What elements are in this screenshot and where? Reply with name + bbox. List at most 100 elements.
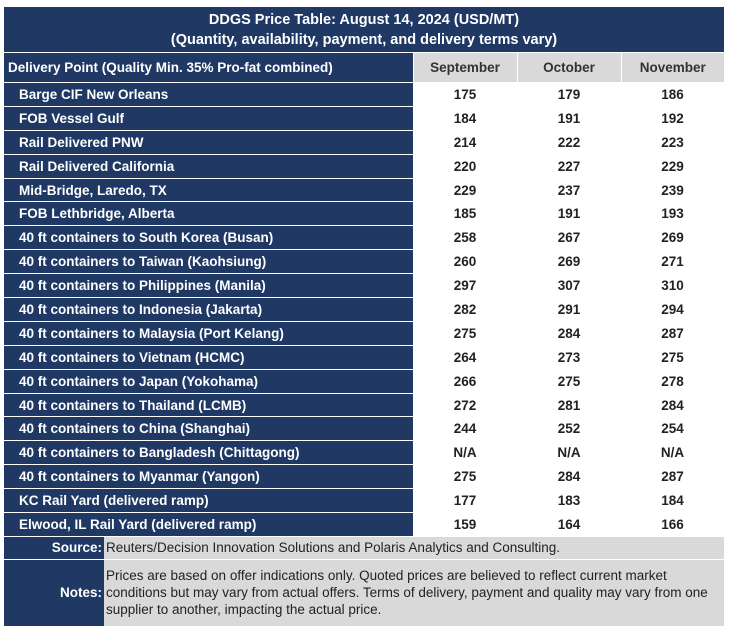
price-cell-november: 229 xyxy=(621,154,724,179)
price-cell-september: 258 xyxy=(413,225,517,251)
delivery-point-cell: Mid-Bridge, Laredo, TX xyxy=(4,178,413,203)
price-cell-september: 214 xyxy=(413,130,517,155)
price-cell-november: 192 xyxy=(621,106,724,131)
price-cell-november: 269 xyxy=(621,225,724,251)
price-cell-october: 284 xyxy=(517,464,621,490)
table-row: Elwood, IL Rail Yard (delivered ramp) 159… xyxy=(4,512,724,537)
price-cell-september: 175 xyxy=(413,82,517,107)
table-row: 40 ft containers to South Korea (Busan) 2… xyxy=(4,225,724,251)
price-cell-november: 193 xyxy=(621,201,724,227)
table-row: 40 ft containers to Thailand (LCMB) 272 28… xyxy=(4,393,724,418)
title-line-2: (Quantity, availability, payment, and de… xyxy=(170,31,558,48)
price-cell-september: 266 xyxy=(413,369,517,394)
price-cell-november: 284 xyxy=(621,393,724,418)
table-row: 40 ft containers to Taiwan (Kaohsiung) 26… xyxy=(4,249,724,275)
price-cell-november: 184 xyxy=(621,488,724,514)
price-cell-november: 278 xyxy=(621,369,724,394)
price-cell-october: 191 xyxy=(517,201,621,227)
column-header-delivery-point: Delivery Point (Quality Min. 35% Pro-fat… xyxy=(4,53,413,83)
table-row: 40 ft containers to China (Shanghai) 244 2… xyxy=(4,416,724,442)
price-cell-september: 297 xyxy=(413,273,517,299)
price-table-container: DDGS Price Table: August 14, 2024 (USD/M… xyxy=(4,7,724,626)
price-cell-november: 271 xyxy=(621,249,724,275)
price-cell-september: 159 xyxy=(413,512,517,537)
price-cell-october: 252 xyxy=(517,416,621,442)
table-row: KC Rail Yard (delivered ramp) 177 183 184 xyxy=(4,488,724,514)
price-cell-september: 244 xyxy=(413,416,517,442)
column-header-september: September xyxy=(412,53,517,83)
column-header-november: November xyxy=(620,53,724,83)
price-cell-november: 287 xyxy=(621,464,724,490)
price-cell-october: 281 xyxy=(517,393,621,418)
table-row: 40 ft containers to Bangladesh (Chittago… xyxy=(4,440,724,466)
notes-label: Notes: xyxy=(4,559,104,626)
delivery-point-cell: Elwood, IL Rail Yard (delivered ramp) xyxy=(4,512,413,537)
delivery-point-cell: Barge CIF New Orleans xyxy=(4,82,413,107)
table-row: 40 ft containers to Vietnam (HCMC) 264 273… xyxy=(4,345,724,370)
price-table: Delivery Point (Quality Min. 35% Pro-fat… xyxy=(4,53,724,537)
table-row: FOB Vessel Gulf 184 191 192 xyxy=(4,106,724,131)
table-row: FOB Lethbridge, Alberta 185 191 193 xyxy=(4,201,724,227)
table-title: DDGS Price Table: August 14, 2024 (USD/M… xyxy=(4,7,724,53)
price-cell-november: 294 xyxy=(621,297,724,322)
notes-text: Prices are based on offer indications on… xyxy=(104,559,724,626)
table-row: Barge CIF New Orleans 175 179 186 xyxy=(4,82,724,107)
table-row: 40 ft containers to Myanmar (Yangon) 275 2… xyxy=(4,464,724,490)
price-cell-november: N/A xyxy=(621,440,724,466)
delivery-point-cell: 40 ft containers to Myanmar (Yangon) xyxy=(4,464,413,490)
price-cell-october: 307 xyxy=(517,273,621,299)
delivery-point-cell: 40 ft containers to Indonesia (Jakarta) xyxy=(4,297,413,322)
delivery-point-cell: 40 ft containers to Philippines (Manila) xyxy=(4,273,413,299)
column-header-october: October xyxy=(516,53,621,83)
price-cell-october: 273 xyxy=(517,345,621,370)
table-row: Rail Delivered California 220 227 229 xyxy=(4,154,724,179)
price-cell-october: 237 xyxy=(517,178,621,203)
price-cell-september: 220 xyxy=(413,154,517,179)
source-label: Source: xyxy=(4,536,104,560)
delivery-point-cell: 40 ft containers to Japan (Yokohama) xyxy=(4,369,413,394)
delivery-point-cell: Rail Delivered PNW xyxy=(4,130,413,155)
delivery-point-cell: 40 ft containers to South Korea (Busan) xyxy=(4,225,413,251)
delivery-point-cell: FOB Lethbridge, Alberta xyxy=(4,201,413,227)
title-line-1: DDGS Price Table: August 14, 2024 (USD/M… xyxy=(208,11,520,28)
price-cell-september: 275 xyxy=(413,321,517,346)
price-cell-november: 254 xyxy=(621,416,724,442)
delivery-point-cell: 40 ft containers to Thailand (LCMB) xyxy=(4,393,413,418)
delivery-point-cell: Rail Delivered California xyxy=(4,154,413,179)
delivery-point-cell: FOB Vessel Gulf xyxy=(4,106,413,131)
price-cell-november: 275 xyxy=(621,345,724,370)
price-cell-october: 179 xyxy=(517,82,621,107)
price-cell-october: 191 xyxy=(517,106,621,131)
delivery-point-cell: KC Rail Yard (delivered ramp) xyxy=(4,488,413,514)
notes-row: Notes: Prices are based on offer indicat… xyxy=(4,559,724,626)
source-text: Reuters/Decision Innovation Solutions an… xyxy=(104,536,724,560)
price-cell-september: 185 xyxy=(413,201,517,227)
table-row: 40 ft containers to Philippines (Manila)… xyxy=(4,273,724,299)
price-cell-october: 183 xyxy=(517,488,621,514)
price-cell-october: 269 xyxy=(517,249,621,275)
price-cell-october: N/A xyxy=(517,440,621,466)
price-cell-october: 267 xyxy=(517,225,621,251)
delivery-point-cell: 40 ft containers to Malaysia (Port Kelan… xyxy=(4,321,413,346)
delivery-point-cell: 40 ft containers to China (Shanghai) xyxy=(4,416,413,442)
price-cell-october: 284 xyxy=(517,321,621,346)
price-cell-october: 275 xyxy=(517,369,621,394)
table-row: 40 ft containers to Japan (Yokohama) 266 2… xyxy=(4,369,724,394)
source-row: Source: Reuters/Decision Innovation Solu… xyxy=(4,536,724,560)
price-cell-september: 275 xyxy=(413,464,517,490)
price-cell-september: 272 xyxy=(413,393,517,418)
price-cell-november: 166 xyxy=(621,512,724,537)
price-cell-november: 287 xyxy=(621,321,724,346)
price-cell-september: 282 xyxy=(413,297,517,322)
price-cell-september: N/A xyxy=(413,440,517,466)
price-cell-november: 223 xyxy=(621,130,724,155)
table-row: Mid-Bridge, Laredo, TX 229 237 239 xyxy=(4,178,724,203)
table-row: Rail Delivered PNW 214 222 223 xyxy=(4,130,724,155)
table-row: 40 ft containers to Malaysia (Port Kelan… xyxy=(4,321,724,346)
price-cell-september: 184 xyxy=(413,106,517,131)
price-cell-october: 222 xyxy=(517,130,621,155)
price-cell-september: 229 xyxy=(413,178,517,203)
delivery-point-cell: 40 ft containers to Taiwan (Kaohsiung) xyxy=(4,249,413,275)
price-cell-october: 164 xyxy=(517,512,621,537)
delivery-point-cell: 40 ft containers to Vietnam (HCMC) xyxy=(4,345,413,370)
